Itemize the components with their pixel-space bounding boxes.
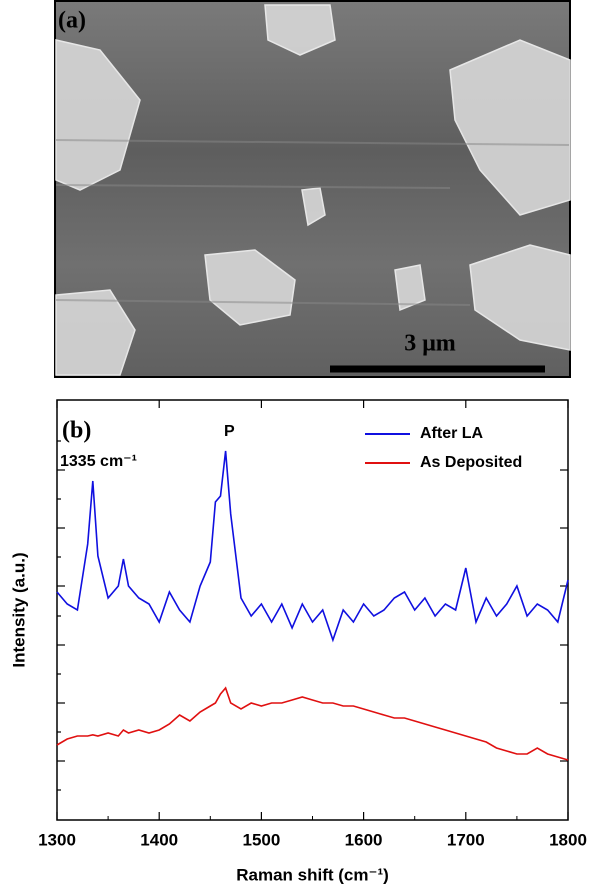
y-axis-ticks [57, 440, 568, 791]
panel-label: (a) [58, 8, 86, 34]
annotation: 1335 cm⁻¹ [60, 453, 137, 470]
sem-streaks [55, 139, 570, 306]
panel-label: (b) [62, 418, 91, 444]
sem-particles [55, 4, 571, 376]
x-tick-label: 1500 [242, 830, 280, 849]
x-tick-label: 1700 [447, 830, 485, 849]
legend-label: As Deposited [420, 454, 522, 471]
scale-bar-label: 3 μm [404, 331, 456, 357]
x-tick-label: 1300 [38, 830, 76, 849]
sem-panel: (a) 3 μm [54, 0, 571, 378]
x-axis-label: Raman shift (cm⁻¹) [236, 865, 389, 884]
x-tick-label: 1600 [345, 830, 383, 849]
spectrum-line [56, 686, 569, 761]
x-tick-label: 1400 [140, 830, 178, 849]
spectrum-line [56, 450, 569, 643]
annotation: P [224, 423, 235, 440]
y-axis-label: Intensity (a.u.) [9, 552, 28, 667]
legend-label: After LA [420, 425, 484, 442]
x-tick-label: 1800 [549, 830, 587, 849]
